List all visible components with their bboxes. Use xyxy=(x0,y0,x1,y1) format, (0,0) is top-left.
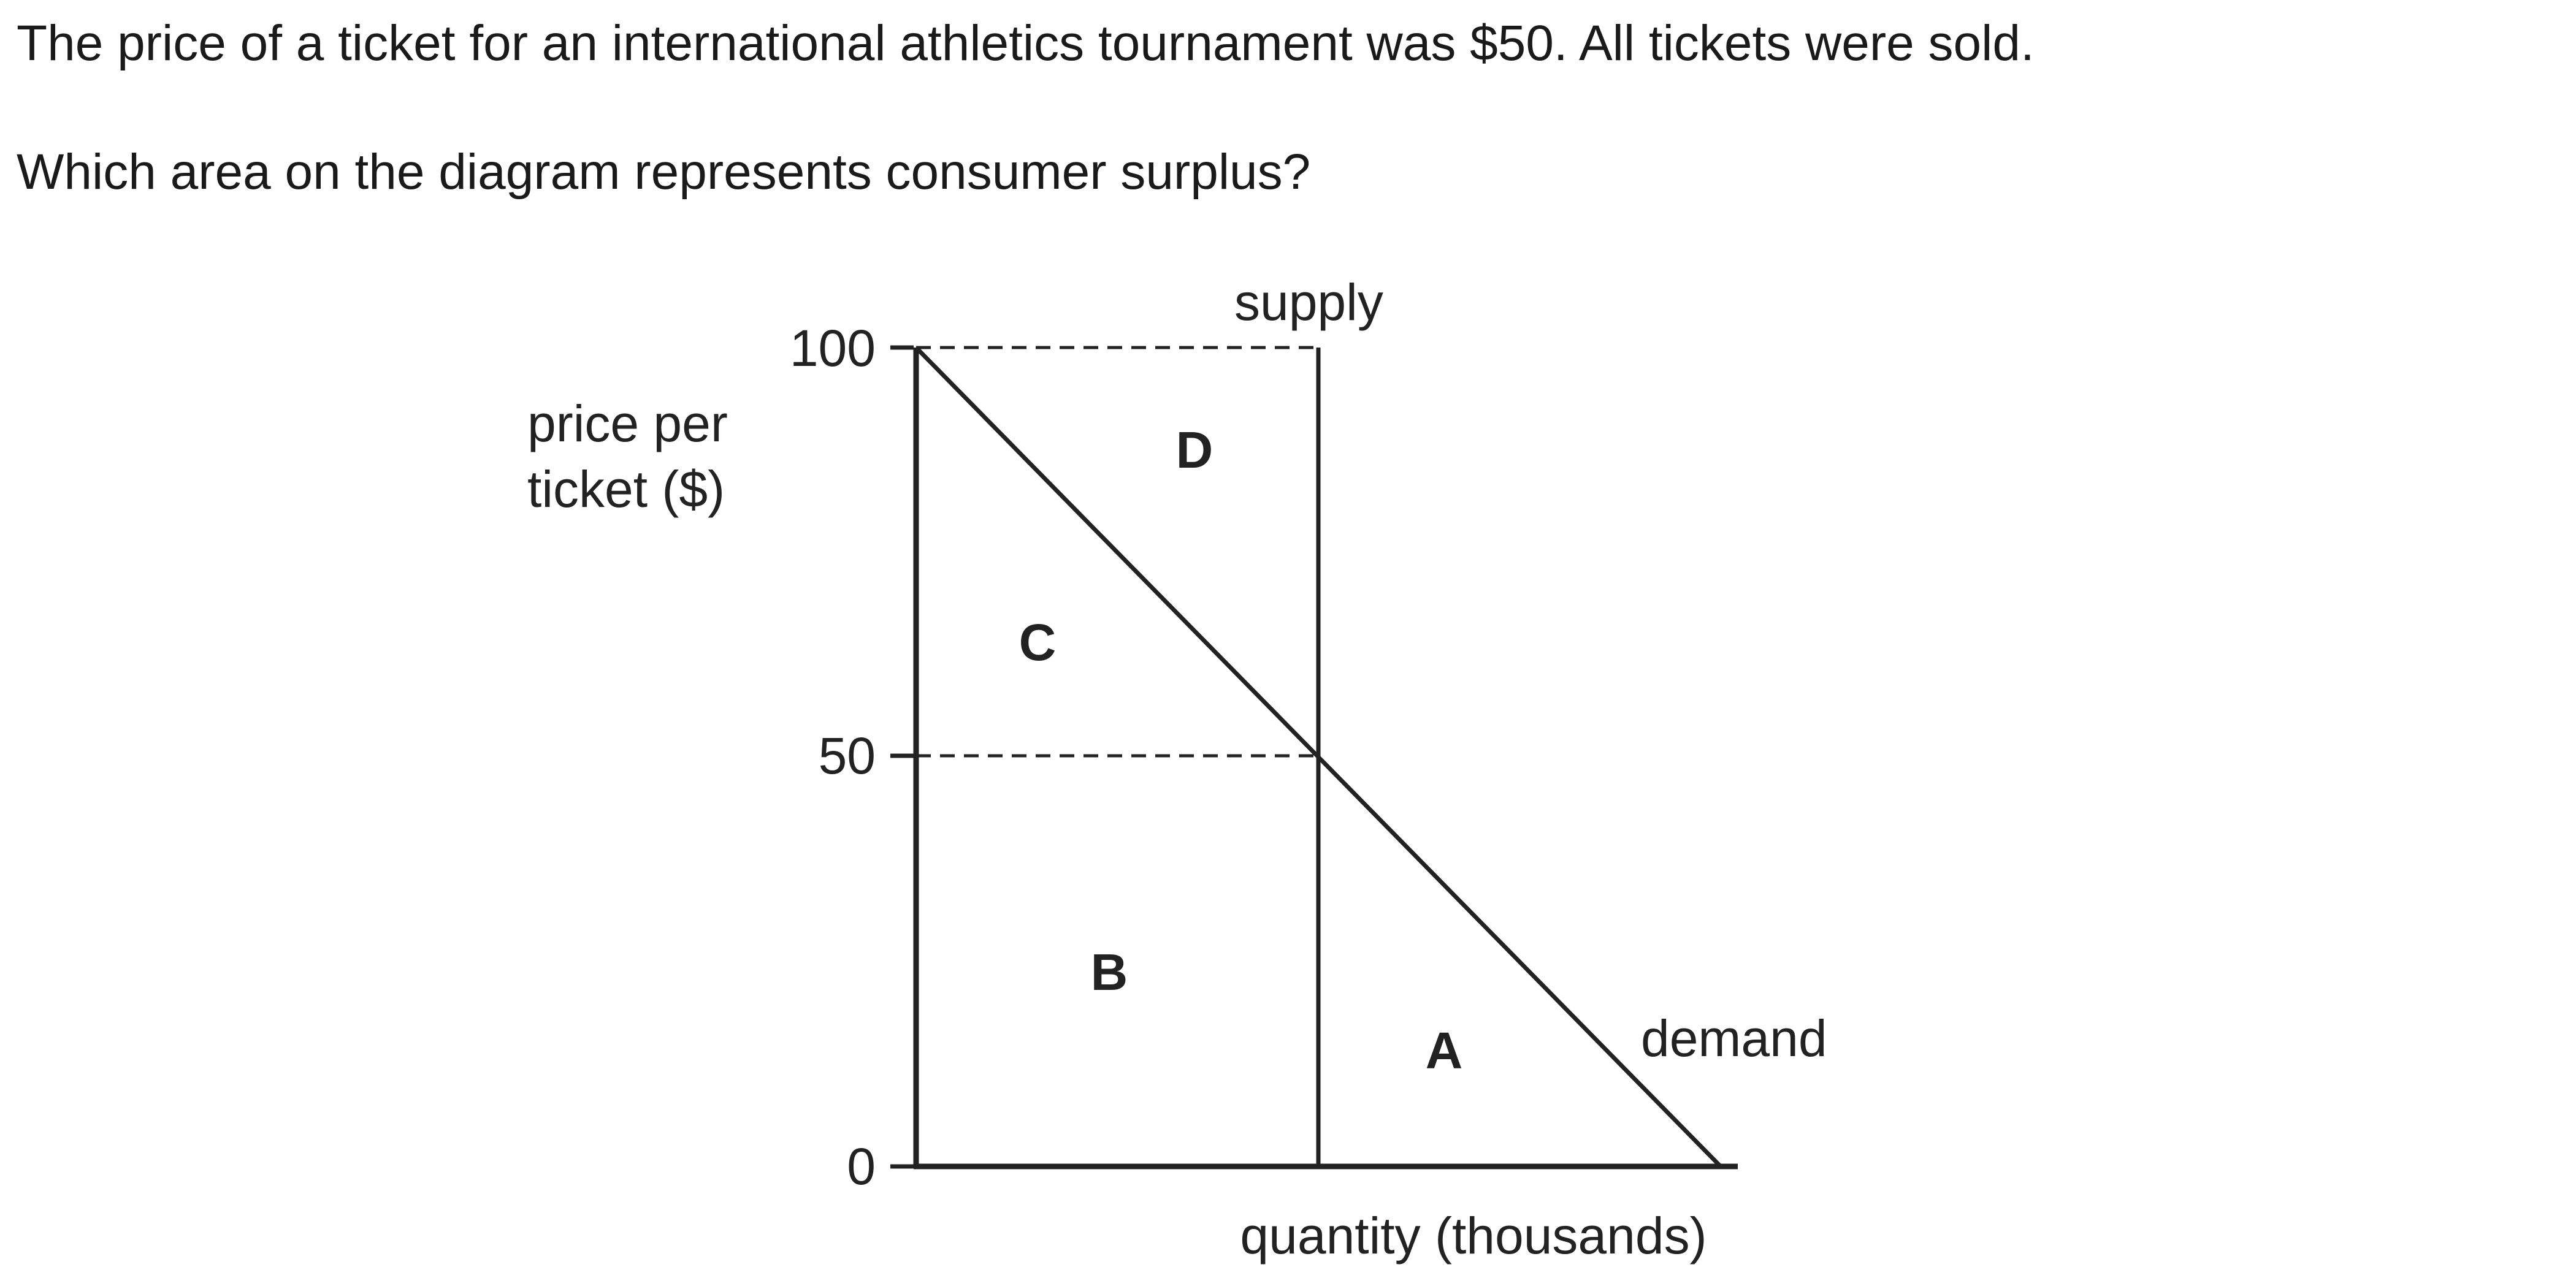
question-line-consumer-surplus: Which area on the diagram represents con… xyxy=(17,144,1311,200)
demand-line xyxy=(914,346,1722,1168)
question-line-price: The price of a ticket for an internation… xyxy=(17,15,2035,71)
y-tick-label-50: 50 xyxy=(819,727,876,785)
y-tick-label-0: 0 xyxy=(847,1138,876,1195)
x-axis-label: quantity (thousands) xyxy=(1240,1207,1707,1265)
y-tick-label-100: 100 xyxy=(790,319,876,377)
area-label-b: B xyxy=(1091,943,1128,1001)
area-label-d: D xyxy=(1176,421,1213,479)
demand-label: demand xyxy=(1641,1010,1827,1067)
y-axis-label-line-1: price per xyxy=(527,395,728,452)
area-label-a: A xyxy=(1426,1022,1463,1079)
y-axis-label-line-2: ticket ($) xyxy=(527,460,725,518)
area-label-c: C xyxy=(1019,614,1057,671)
supply-label: supply xyxy=(1234,273,1383,331)
